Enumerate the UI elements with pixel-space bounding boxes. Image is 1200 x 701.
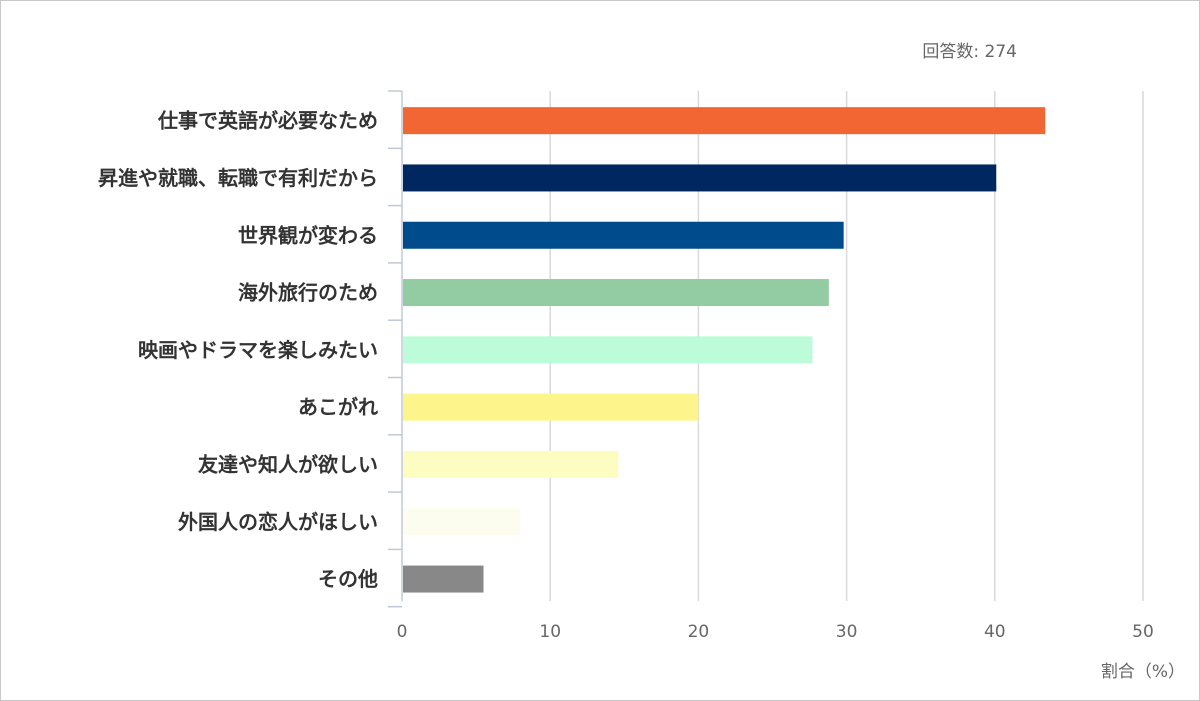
bars [403,107,1046,593]
respondents-count-label: 回答数: 274 [922,42,1017,62]
category-label: 昇進や就職、転職で有利だから [98,166,378,190]
category-label: 仕事で英語が必要なため [157,109,378,133]
category-label: その他 [318,567,378,591]
bar [403,508,521,536]
bar [403,450,619,478]
x-tick-label: 0 [397,622,408,642]
category-label: 映画やドラマを楽しみたい [138,338,378,362]
bar [403,565,484,593]
x-tick-labels: 0 10 20 30 40 50 [397,622,1154,642]
x-tick-label: 50 [1132,622,1154,642]
category-label: あこがれ [298,395,378,419]
bar [403,107,1046,135]
x-tick-label: 40 [984,622,1006,642]
bar [403,279,829,307]
bar [403,164,997,192]
category-labels: 仕事で英語が必要なため昇進や就職、転職で有利だから世界観が変わる海外旅行のため映… [98,109,378,591]
x-tick-label: 20 [688,622,710,642]
category-label: 世界観が変わる [238,223,378,247]
category-label: 外国人の恋人がほしい [178,510,378,534]
x-axis-title: 割合（%） [1101,662,1185,682]
category-label: 海外旅行のため [238,281,378,305]
bar [403,221,844,249]
x-tick-label: 30 [836,622,858,642]
x-tick-label: 10 [539,622,561,642]
bar [403,336,813,364]
bar [403,393,699,421]
category-label: 友達や知人が欲しい [198,452,378,476]
